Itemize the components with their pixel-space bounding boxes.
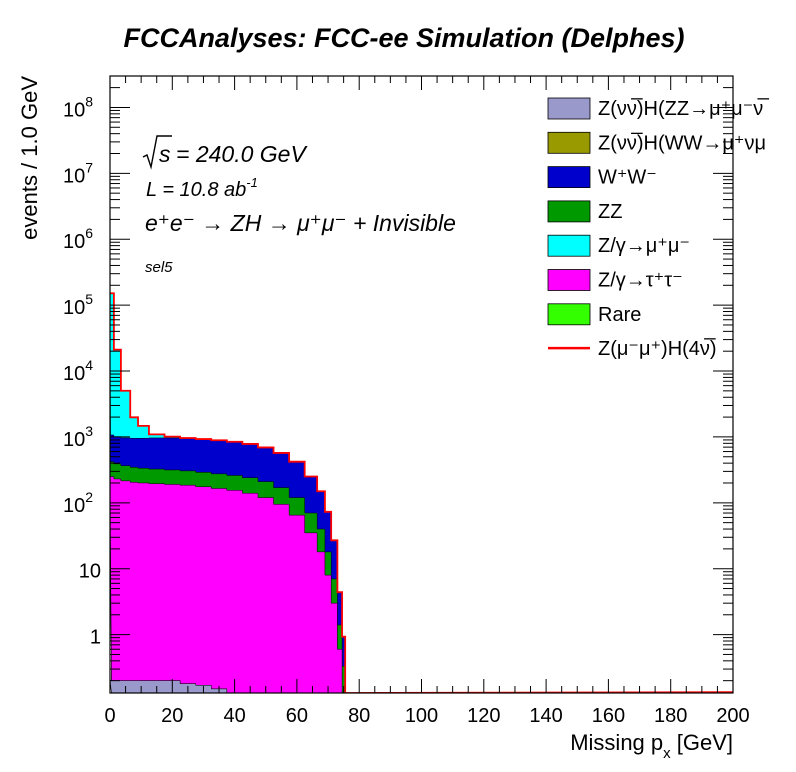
- y-tick-label: 10: [79, 561, 101, 583]
- legend-label: Z(νν̅)H(WW→μ⁺νμ: [598, 131, 766, 154]
- signal-line: [110, 292, 733, 693]
- legend-color-swatch: [547, 269, 591, 291]
- x-tick-label: 80: [348, 705, 370, 727]
- x-tick-label: 140: [529, 705, 562, 727]
- legend-label: W⁺W⁻: [598, 167, 657, 189]
- y-tick-label: 106: [63, 225, 93, 253]
- x-tick-label: 180: [654, 705, 687, 727]
- legend-label: ZZ: [598, 201, 622, 223]
- x-tick-label: 60: [286, 705, 308, 727]
- legend-label: Z/γ→τ⁺τ⁻: [598, 270, 683, 292]
- annotation-luminosity: L = 10.8 ab-1: [146, 175, 258, 201]
- svg-text:s: s: [159, 141, 171, 167]
- stack-1-area: [110, 680, 347, 693]
- y-tick-label: 1: [90, 627, 101, 649]
- svg-text:= 240.0 GeV: = 240.0 GeV: [176, 141, 308, 167]
- legend-item: W⁺W⁻: [547, 166, 657, 189]
- legend-color-swatch: [547, 166, 591, 189]
- stack-3-area: [110, 476, 347, 693]
- legend-label: Z/γ→μ⁺μ⁻: [598, 235, 690, 257]
- legend-label: Z(μ⁻μ⁺)H(4ν̅): [598, 337, 717, 360]
- legend-color-swatch: [547, 97, 591, 120]
- x-tick-label: 160: [592, 705, 625, 727]
- y-tick-label: 102: [63, 489, 93, 517]
- y-tick-label: 105: [63, 291, 93, 319]
- legend-color-swatch: [547, 200, 591, 223]
- annotation-process: e⁺e⁻ → ZH → μ⁺μ⁻ + Invisible: [145, 210, 456, 236]
- x-tick-label: 200: [716, 705, 749, 727]
- stacked-histogram: [110, 293, 347, 693]
- x-tick-label: 100: [405, 705, 438, 727]
- legend: Z(νν̅)H(ZZ→μ⁺μ⁻ν̅ Z(νν̅)H(WW→μ⁺νμ W⁺W⁻ ZZ Z/…: [547, 97, 769, 360]
- x-tick-label: 120: [467, 705, 500, 727]
- x-tick-label: 20: [161, 705, 183, 727]
- legend-item: Rare: [547, 303, 641, 326]
- legend-item: Z/γ→μ⁺μ⁻: [547, 234, 690, 257]
- x-axis-label: Missing px [GeV]: [570, 730, 733, 762]
- annotation-selection: sel5: [145, 259, 173, 276]
- y-tick-label: 104: [63, 357, 93, 385]
- legend-color-swatch: [547, 234, 591, 257]
- legend-item: Z/γ→τ⁺τ⁻: [547, 269, 683, 292]
- legend-item: ZZ: [547, 200, 622, 223]
- legend-item: Z(νν̅)H(WW→μ⁺νμ: [547, 131, 766, 154]
- legend-item: Z(νν̅)H(ZZ→μ⁺μ⁻ν̅: [547, 97, 769, 120]
- legend-label: Z(νν̅)H(ZZ→μ⁺μ⁻ν̅: [598, 97, 769, 120]
- legend-item: Z(μ⁻μ⁺)H(4ν̅): [548, 337, 717, 360]
- chart-title: FCCAnalyses: FCC-ee Simulation (Delphes): [123, 23, 684, 53]
- y-axis-ticks: 1 10 102 103 104 105 106 107 108: [63, 75, 733, 682]
- y-tick-label: 103: [63, 423, 93, 451]
- annotation-sqrt-s: s = 240.0 GeV: [142, 135, 308, 170]
- sqrt-symbol-icon: [142, 135, 172, 170]
- legend-color-swatch: [547, 131, 591, 154]
- signal-histogram: [110, 292, 733, 693]
- y-axis-label: events / 1.0 GeV: [17, 76, 42, 240]
- x-axis-ticks: 0 20 40 60 80 100 120 140 160 180 200: [104, 76, 750, 727]
- y-tick-label: 108: [63, 93, 93, 121]
- x-tick-label: 40: [223, 705, 245, 727]
- x-tick-label: 0: [104, 705, 115, 727]
- legend-color-swatch: [547, 303, 591, 326]
- y-tick-label: 107: [63, 159, 93, 187]
- legend-label: Rare: [598, 304, 641, 326]
